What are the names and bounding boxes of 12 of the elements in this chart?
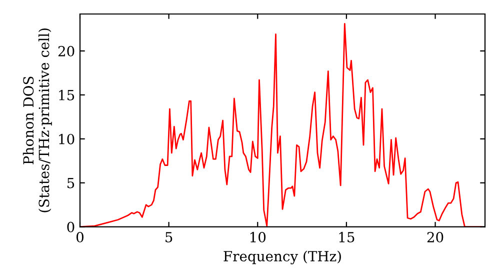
x-tick-label: 10 [250,232,266,242]
x-tick-label: 5 [166,232,172,242]
x-axis-title: Frequency (THz) [224,250,341,264]
x-tick-label: 20 [427,232,444,242]
x-tick-label: 0 [76,232,84,242]
y-tick-label: 15 [59,90,74,100]
y-tick-label: 10 [59,134,74,144]
y-tick-label: 20 [58,46,74,56]
x-tick-label: 15 [339,232,354,242]
y-tick-label: 5 [67,178,74,188]
y-axis-title: Phonon DOS (States/THz·primitive cell) [22,28,52,212]
y-tick-label: 0 [67,222,74,232]
